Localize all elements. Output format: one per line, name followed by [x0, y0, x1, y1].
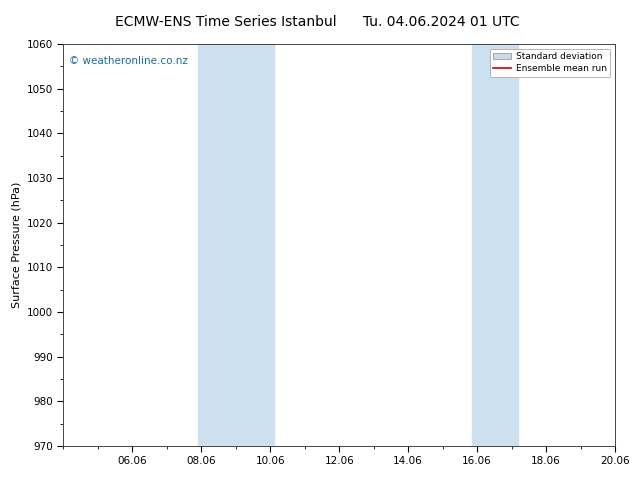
Text: © weatheronline.co.nz: © weatheronline.co.nz [69, 56, 188, 66]
Bar [472, 44, 519, 446]
Legend: Standard deviation, Ensemble mean run: Standard deviation, Ensemble mean run [489, 49, 611, 76]
Y-axis label: Surface Pressure (hPa): Surface Pressure (hPa) [11, 182, 21, 308]
Bar [198, 44, 274, 446]
Text: ECMW-ENS Time Series Istanbul      Tu. 04.06.2024 01 UTC: ECMW-ENS Time Series Istanbul Tu. 04.06.… [115, 15, 519, 29]
